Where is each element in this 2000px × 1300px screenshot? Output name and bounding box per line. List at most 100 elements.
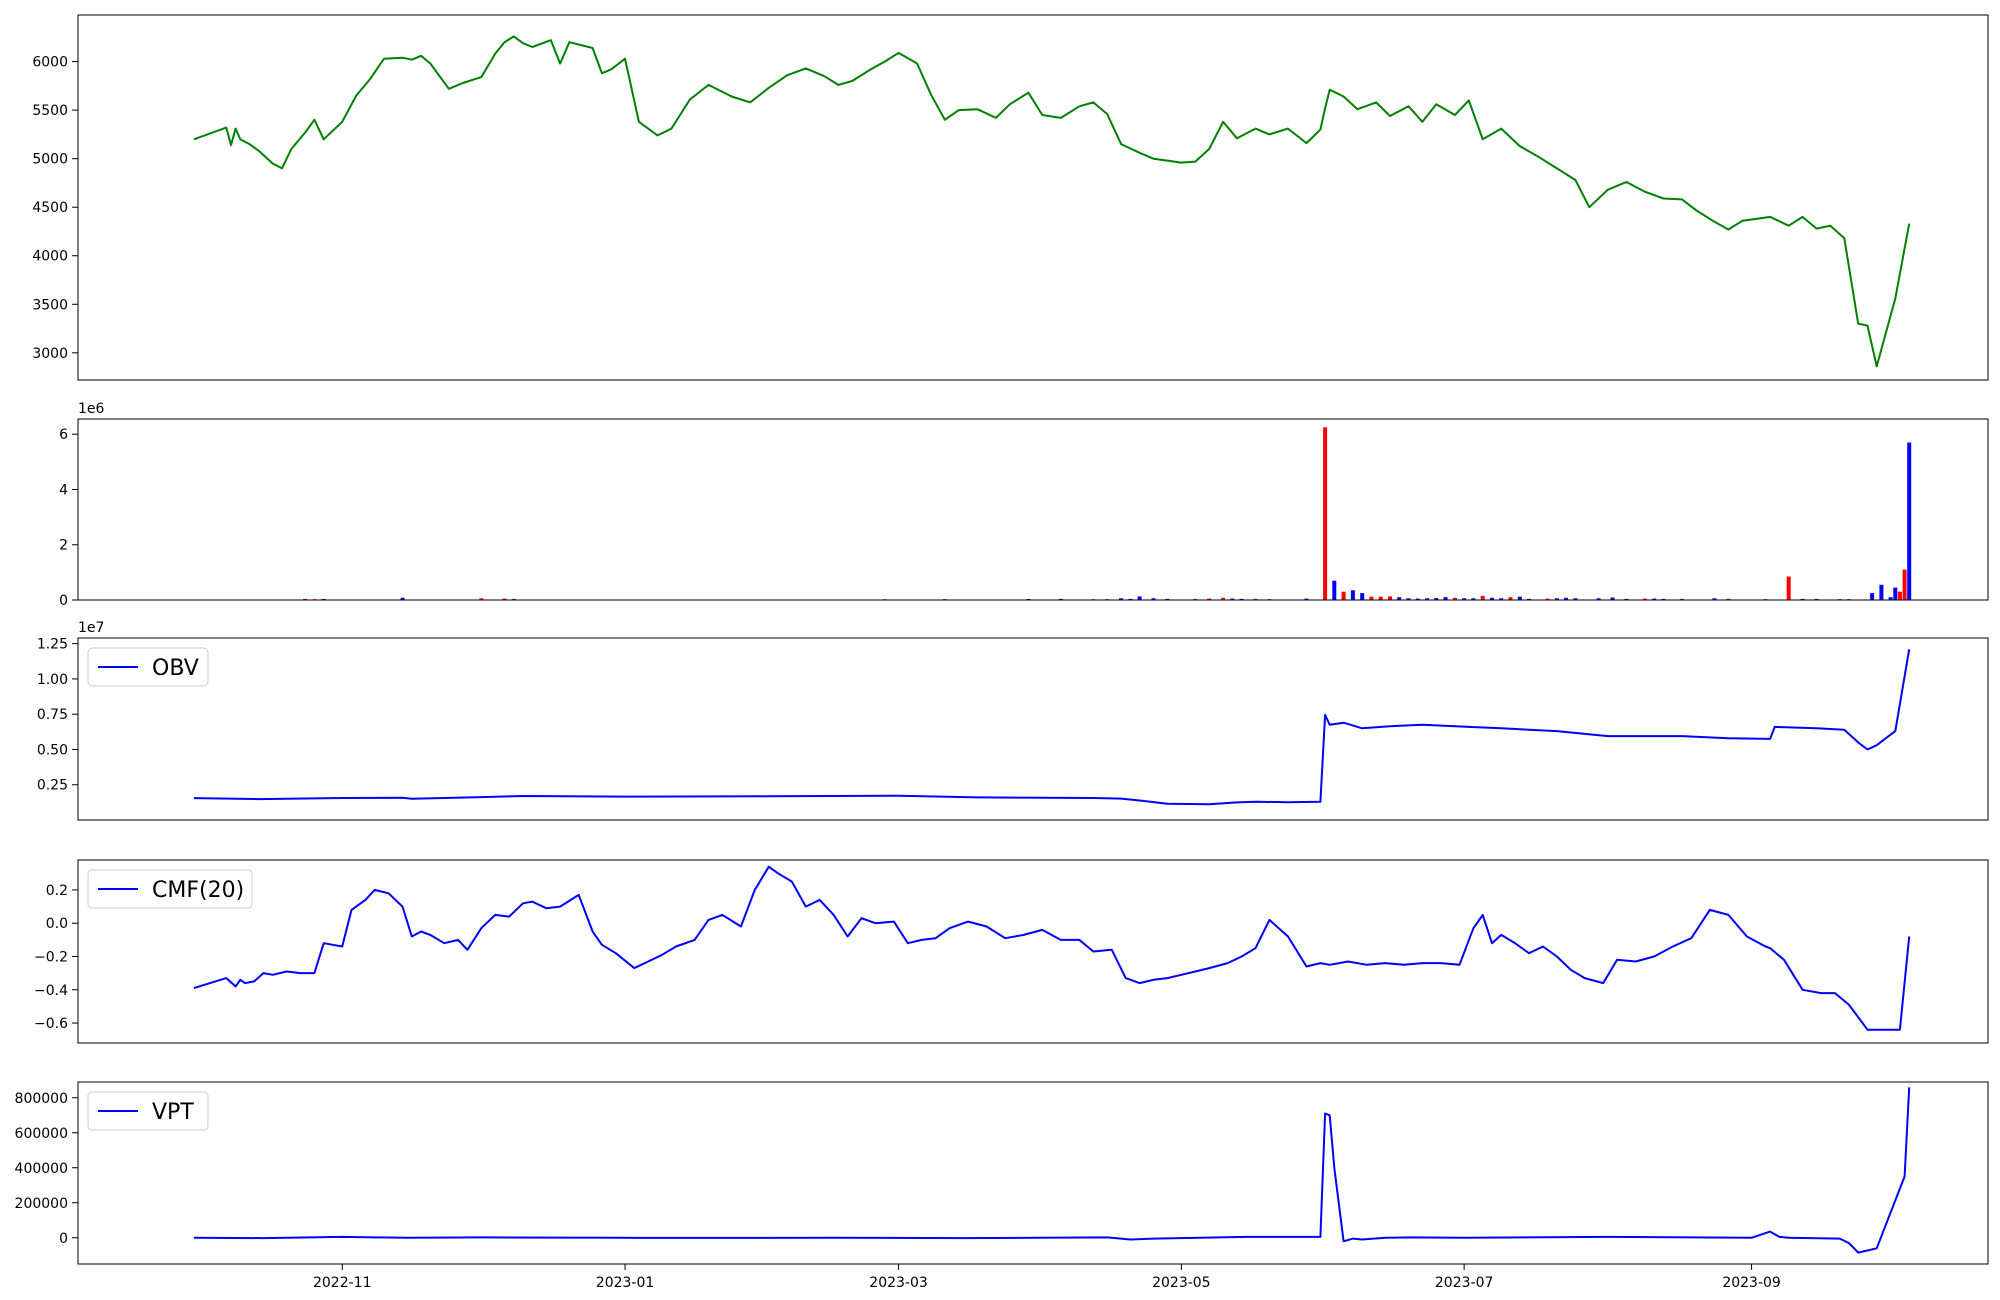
vpt-panel-frame (77, 1081, 1989, 1265)
volume-y-tick-label: 2 (59, 538, 68, 554)
volume-bar (1341, 591, 1346, 600)
price-y-tick-label: 3000 (32, 346, 68, 362)
obv-y-tick-label: 0.25 (37, 778, 68, 794)
volume-bar (1499, 598, 1504, 600)
volume-bar (1137, 596, 1142, 600)
volume-bar (1596, 598, 1601, 600)
obv-series-line (193, 649, 1911, 806)
volume-bar (1726, 598, 1731, 600)
price-y-tick-label: 4500 (32, 200, 68, 216)
vpt-y-tick-label: 800000 (15, 1091, 68, 1107)
vpt-panel: 0 200000 400000 600000 800000 2022-11 2023-01… (15, 1081, 1989, 1291)
volume-y-tick-label: 4 (59, 482, 68, 498)
volume-bar (1443, 597, 1448, 600)
price-y-tick-label: 4000 (32, 249, 68, 265)
cmf-y-axis: −0.6 −0.4 −0.2 0.0 0.2 (34, 883, 78, 1032)
volume-bar (1378, 596, 1383, 600)
cmf-legend-label: CMF(20) (152, 878, 244, 903)
cmf-legend-box (87, 869, 253, 909)
obv-y-axis: 0.25 0.50 0.75 1.00 1.25 (37, 637, 78, 794)
obv-legend-box (87, 647, 209, 687)
volume-scale-label: 1e6 (78, 401, 105, 417)
cmf-series-line (193, 865, 1911, 1031)
volume-bar (1527, 598, 1531, 600)
x-tick-label: 2023-05 (1152, 1275, 1211, 1291)
volume-bar (1471, 598, 1476, 600)
volume-bar (1415, 598, 1420, 600)
vpt-y-tick-label: 600000 (15, 1126, 68, 1142)
volume-bar (1490, 597, 1494, 600)
volume-bar (1680, 598, 1684, 600)
obv-legend: OBV (87, 647, 209, 687)
volume-bar (1360, 593, 1365, 600)
x-tick-label: 2023-09 (1722, 1275, 1781, 1291)
x-tick-label: 2022-11 (313, 1275, 372, 1291)
volume-bar (1119, 598, 1124, 600)
volume-bar (1304, 598, 1309, 600)
volume-bar (1128, 598, 1133, 600)
volume-bar (1207, 598, 1212, 600)
volume-panel: 0 2 4 6 1e6 (59, 401, 1989, 609)
volume-bar (1221, 597, 1226, 600)
volume-bar (1350, 590, 1355, 600)
volume-bar (1369, 596, 1374, 600)
cmf-y-tick-label: −0.4 (34, 983, 68, 999)
cmf-panel: −0.6 −0.4 −0.2 0.0 0.2 CMF(20) (34, 859, 1989, 1044)
volume-bar (1253, 598, 1258, 600)
volume-bar (303, 598, 308, 600)
volume-bar (1508, 597, 1513, 600)
volume-y-tick-label: 0 (59, 593, 68, 609)
vpt-y-axis: 0 200000 400000 600000 800000 (15, 1091, 78, 1247)
volume-bar (1888, 597, 1893, 600)
vpt-legend-box (87, 1091, 209, 1131)
volume-y-tick-label: 6 (59, 427, 68, 443)
volume-bar (1480, 595, 1485, 600)
volume-bar (1425, 598, 1430, 600)
volume-bar (1879, 584, 1884, 600)
obv-panel-frame (77, 637, 1989, 821)
cmf-legend: CMF(20) (87, 869, 253, 909)
obv-scale-label: 1e7 (78, 620, 104, 636)
volume-bar (1545, 598, 1550, 600)
price-line-group (193, 35, 1911, 368)
volume-bar (1642, 598, 1647, 600)
volume-bar (1323, 427, 1328, 600)
vpt-y-tick-label: 200000 (15, 1196, 68, 1212)
vpt-legend-label: VPT (152, 1100, 194, 1125)
volume-bar (1230, 598, 1235, 600)
price-y-tick-label: 5500 (32, 103, 68, 119)
x-tick-label: 2023-01 (596, 1275, 655, 1291)
price-series-line (193, 35, 1911, 368)
cmf-y-tick-label: 0.0 (46, 916, 68, 932)
volume-bar (1388, 596, 1392, 600)
volume-bar (1661, 598, 1666, 600)
volume-panel-frame (77, 418, 1989, 601)
volume-bar (1902, 569, 1907, 600)
price-panel: 3000 3500 4000 4500 5000 5500 6000 (32, 14, 1989, 381)
volume-bar (1397, 597, 1402, 600)
cmf-line-group (193, 865, 1911, 1031)
obv-legend-label: OBV (152, 656, 199, 681)
obv-y-tick-label: 1.00 (37, 672, 68, 688)
obv-y-tick-label: 0.75 (37, 707, 68, 723)
cmf-panel-frame (77, 859, 1989, 1044)
volume-y-axis: 0 2 4 6 (59, 427, 78, 609)
volume-bar (479, 598, 484, 600)
obv-line-group (193, 649, 1911, 806)
volume-bar (1610, 597, 1615, 600)
volume-bar (1564, 597, 1569, 600)
volume-bar (1712, 598, 1717, 600)
volume-bar (1870, 593, 1875, 600)
volume-bar (1434, 598, 1439, 600)
volume-bar (1652, 598, 1657, 600)
volume-bar (1452, 597, 1457, 600)
x-tick-label: 2023-07 (1435, 1275, 1494, 1291)
volume-bar (1193, 598, 1198, 600)
vpt-y-tick-label: 0 (59, 1231, 68, 1247)
volume-bar (1786, 576, 1791, 600)
volume-bar (511, 598, 516, 600)
volume-bar (1893, 587, 1898, 600)
volume-bar (1897, 591, 1902, 600)
